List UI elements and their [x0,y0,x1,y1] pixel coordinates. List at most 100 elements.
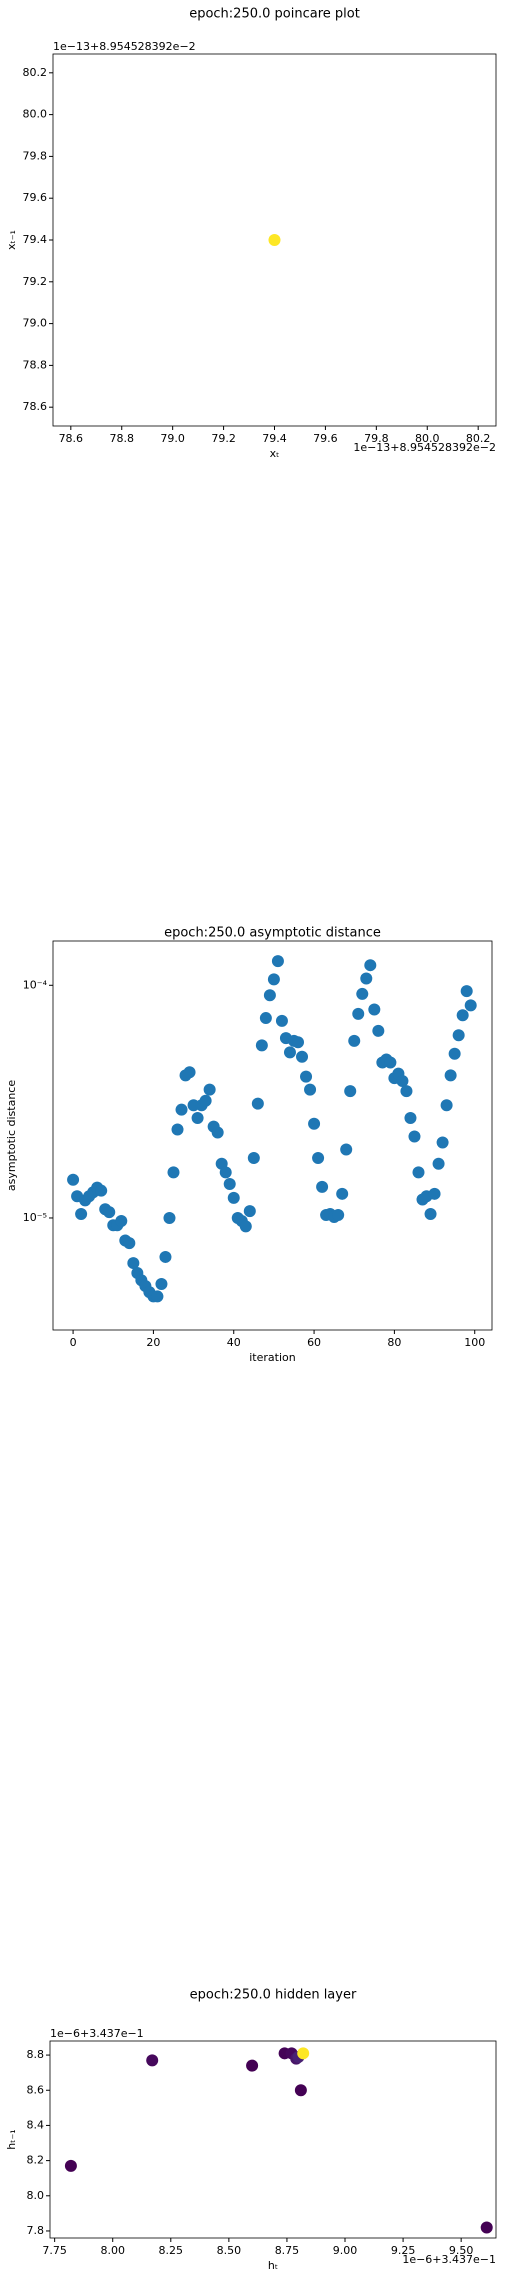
plot-area [52,940,493,1331]
point [428,1187,441,1200]
x-tick-label: 78.6 [59,432,84,445]
y-tick-label: 80.0 [23,108,48,121]
x-tick-label: 8.25 [159,2244,184,2257]
y-tick-label: 8.6 [27,2083,45,2096]
point [352,1007,365,1020]
x-tick-label: 60 [307,1336,321,1349]
x-tick-label: 9.50 [449,2244,474,2257]
point [247,1152,260,1165]
point [271,955,284,968]
point [127,1257,140,1270]
x-tick-label: 9.00 [333,2244,358,2257]
x-tick-label: 9.25 [391,2244,416,2257]
x-tick-label: 8.00 [100,2244,125,2257]
x-tick-label: 78.8 [109,432,134,445]
point [304,1083,317,1096]
point [404,1111,417,1124]
chart-title: epoch:250.0 hidden layer [190,1988,357,2003]
y-offset: 1e−6+3.437e−1 [50,2027,144,2040]
y-tick-label: 10⁻⁴ [23,978,48,991]
x-tick-label: 79.0 [160,432,185,445]
x-tick-label: 80 [387,1336,401,1349]
point [146,2054,159,2067]
point [448,1047,461,1060]
x-tick-label: 79.4 [262,432,287,445]
point [396,1074,409,1087]
point [400,1085,413,1098]
point [408,1130,421,1143]
y-tick-label: 78.8 [23,358,48,371]
point [308,1117,321,1130]
x-tick-label: 0 [70,1336,77,1349]
x-tick-label: 80.0 [415,432,440,445]
point [123,1237,136,1250]
x-tick-label: 80.2 [466,432,491,445]
point [432,1157,445,1170]
x-offset: 1e−6+3.437e−1 [402,2253,496,2266]
point [300,1070,313,1083]
y-tick-label: 7.8 [27,2224,45,2237]
x-axis-label: hₜ [268,2259,278,2269]
point [159,1250,172,1263]
y-axis-label: asymptotic distance [5,1080,18,1191]
chart-title: epoch:250.0 poincare plot [189,7,360,22]
point [316,1180,329,1193]
y-tick-label: 8.4 [27,2118,45,2131]
point [384,1056,397,1069]
point [364,959,377,972]
point [75,1208,88,1221]
point [360,972,373,985]
point [297,2047,310,2060]
point [372,1024,385,1037]
x-tick-label: 79.2 [211,432,236,445]
point [452,1029,465,1042]
point [263,989,276,1002]
point [115,1215,128,1228]
y-tick-label: 10⁻⁵ [23,1211,47,1224]
point [223,1177,236,1190]
y-tick-label: 8.0 [27,2189,45,2202]
point [183,1066,196,1079]
point [424,1208,437,1221]
point [171,1123,184,1136]
x-tick-label: 8.75 [275,2244,300,2257]
point [219,1166,232,1179]
y-axis-label: xₜ₋₁ [5,230,18,250]
point [294,2084,307,2097]
y-tick-label: 79.4 [23,233,48,246]
point [336,1187,349,1200]
point [340,1143,353,1156]
point [267,973,280,986]
point [211,1126,224,1139]
point [259,1012,272,1025]
x-tick-label: 79.6 [313,432,338,445]
y-tick-label: 79.8 [23,149,48,162]
x-tick-label: 20 [146,1336,160,1349]
point [246,2059,259,2072]
point [444,1069,457,1082]
point [199,1094,212,1107]
x-axis-label: iteration [249,1351,295,1364]
point [344,1085,357,1098]
point [292,1036,305,1049]
x-tick-label: 100 [464,1336,485,1349]
y-tick-label: 79.2 [23,275,48,288]
point [283,1046,296,1059]
y-tick-label: 79.0 [23,317,48,330]
x-tick-label: 7.75 [42,2244,67,2257]
point [243,1205,256,1218]
point [332,1208,345,1221]
point [191,1111,204,1124]
point [255,1039,268,1052]
y-tick-label: 78.6 [23,400,48,413]
x-tick-label: 8.50 [217,2244,242,2257]
point [436,1136,449,1149]
point [203,1083,216,1096]
point [480,2221,493,2234]
point [464,999,477,1012]
point [155,1278,168,1291]
point [95,1184,108,1197]
point [460,985,473,998]
point [268,234,281,246]
